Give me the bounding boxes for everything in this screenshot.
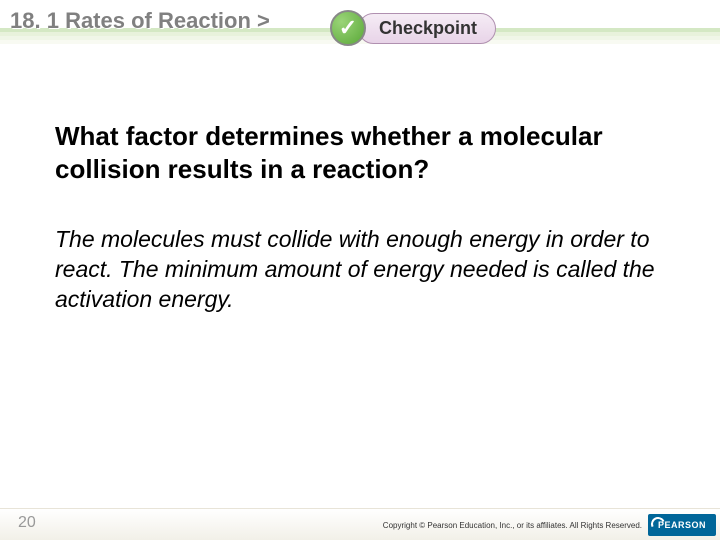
slide-header: 18. 1 Rates of Reaction > Checkpoint bbox=[0, 0, 720, 60]
copyright-text: Copyright © Pearson Education, Inc., or … bbox=[383, 521, 642, 530]
chapter-title: 18. 1 Rates of Reaction > bbox=[10, 8, 270, 34]
chapter-name: Rates of Reaction bbox=[65, 8, 251, 33]
chapter-number: 18. 1 bbox=[10, 8, 59, 33]
slide-footer: 20 Copyright © Pearson Education, Inc., … bbox=[0, 508, 720, 540]
pearson-arc-icon bbox=[649, 515, 667, 533]
checkpoint-badge: Checkpoint bbox=[330, 10, 496, 46]
pearson-logo: PEARSON bbox=[648, 514, 716, 536]
checkpoint-label: Checkpoint bbox=[358, 13, 496, 44]
slide-content: What factor determines whether a molecul… bbox=[55, 120, 660, 315]
answer-text: The molecules must collide with enough e… bbox=[55, 225, 660, 315]
pearson-logo-text: PEARSON bbox=[658, 520, 706, 530]
checkmark-icon bbox=[330, 10, 366, 46]
question-text: What factor determines whether a molecul… bbox=[55, 120, 660, 185]
chevron-icon: > bbox=[257, 8, 270, 33]
page-number: 20 bbox=[18, 514, 36, 532]
